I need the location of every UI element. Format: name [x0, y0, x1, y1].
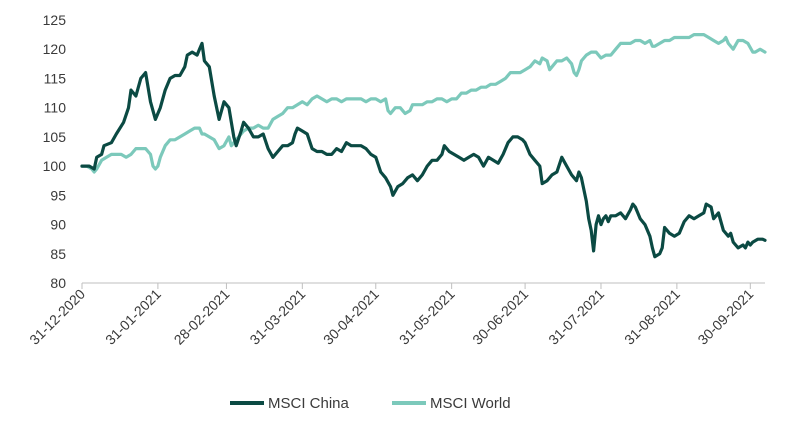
legend-item-msci-world: MSCI World [392, 395, 511, 412]
y-tick-label-110: 110 [44, 100, 67, 116]
x-tick-label-30-06-2021: 30-06-2021 [469, 286, 531, 348]
y-axis-tick-labels: 80 85 90 95 100 105 110 115 120 125 [43, 12, 67, 291]
x-tick-label-31-07-2021: 31-07-2021 [545, 286, 607, 348]
x-axis-tick-labels: 31-12-2020 31-01-2021 28-02-2021 31-03-2021… [26, 286, 756, 348]
y-tick-label-95: 95 [50, 187, 66, 203]
series-line-msci-china [80, 41, 767, 259]
series-lines [80, 33, 767, 259]
legend-item-msci-china: MSCI China [230, 395, 350, 412]
x-tick-label-30-09-2021: 30-09-2021 [694, 286, 756, 348]
y-tick-label-120: 120 [43, 41, 67, 57]
x-tick-label-31-12-2020: 31-12-2020 [26, 286, 88, 348]
legend-label: MSCI World [430, 395, 511, 412]
x-tick-label-31-01-2021: 31-01-2021 [102, 286, 164, 348]
y-tick-label-105: 105 [43, 129, 67, 145]
x-tick-label-30-04-2021: 30-04-2021 [320, 286, 382, 348]
legend: MSCI China MSCI World [230, 395, 511, 412]
y-tick-label-125: 125 [43, 12, 67, 28]
series-line-msci-world [80, 33, 767, 174]
x-axis-ticks [81, 283, 751, 289]
y-tick-label-100: 100 [43, 158, 67, 174]
legend-label: MSCI China [268, 395, 350, 412]
y-tick-label-80: 80 [50, 275, 66, 291]
y-tick-label-85: 85 [50, 246, 66, 262]
x-tick-label-31-05-2021: 31-05-2021 [396, 286, 458, 348]
y-tick-label-115: 115 [44, 70, 67, 86]
x-tick-label-28-02-2021: 28-02-2021 [171, 286, 233, 348]
x-tick-label-31-08-2021: 31-08-2021 [621, 286, 683, 348]
x-tick-label-31-03-2021: 31-03-2021 [246, 286, 308, 348]
y-tick-label-90: 90 [50, 217, 66, 233]
